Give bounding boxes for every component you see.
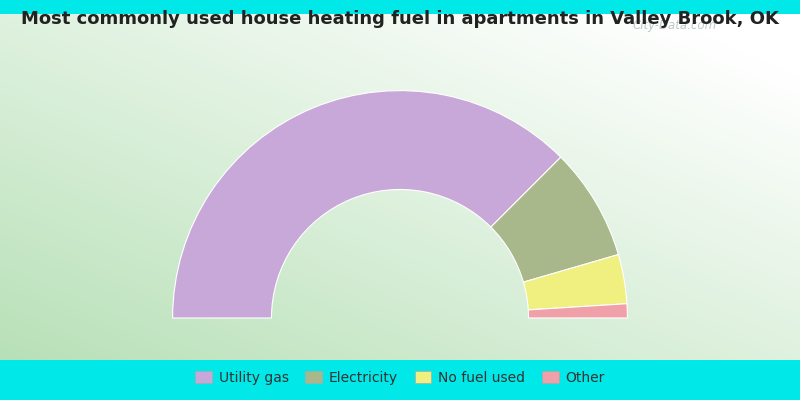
Legend: Utility gas, Electricity, No fuel used, Other: Utility gas, Electricity, No fuel used, … — [195, 371, 605, 385]
Wedge shape — [173, 91, 561, 318]
Wedge shape — [528, 304, 627, 318]
Wedge shape — [491, 157, 618, 282]
Text: City-Data.com: City-Data.com — [632, 19, 716, 32]
Wedge shape — [523, 254, 627, 310]
Text: Most commonly used house heating fuel in apartments in Valley Brook, OK: Most commonly used house heating fuel in… — [21, 10, 779, 28]
